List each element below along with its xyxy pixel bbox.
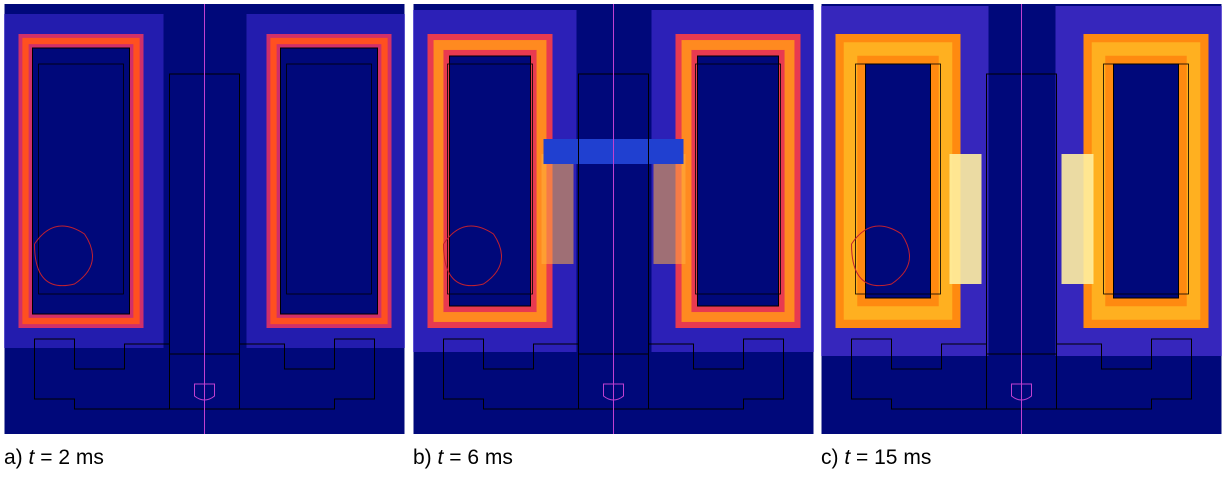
caption: a) t = 2 ms [4,446,104,470]
pole-piece [654,154,686,264]
simulation-image [821,4,1222,434]
caption-label: a) [4,446,23,469]
pole-piece [950,154,982,284]
caption-value: = 2 ms [40,446,104,469]
pole-piece [542,154,574,264]
caption: b) t = 6 ms [413,446,513,470]
caption-value: = 6 ms [449,446,513,469]
caption: c) t = 15 ms [821,446,931,470]
caption-variable: t [844,446,850,469]
pole-piece [1062,154,1094,284]
caption-variable: t [438,446,444,469]
caption-variable: t [29,446,35,469]
caption-label: c) [821,446,839,469]
simulation-image [4,4,405,434]
caption-label: b) [413,446,432,469]
page: a) t = 2 ms b) t = 6 ms c) t = 15 ms {"p… [0,0,1224,477]
simulation-image [413,4,814,434]
caption-value: = 15 ms [856,446,931,469]
